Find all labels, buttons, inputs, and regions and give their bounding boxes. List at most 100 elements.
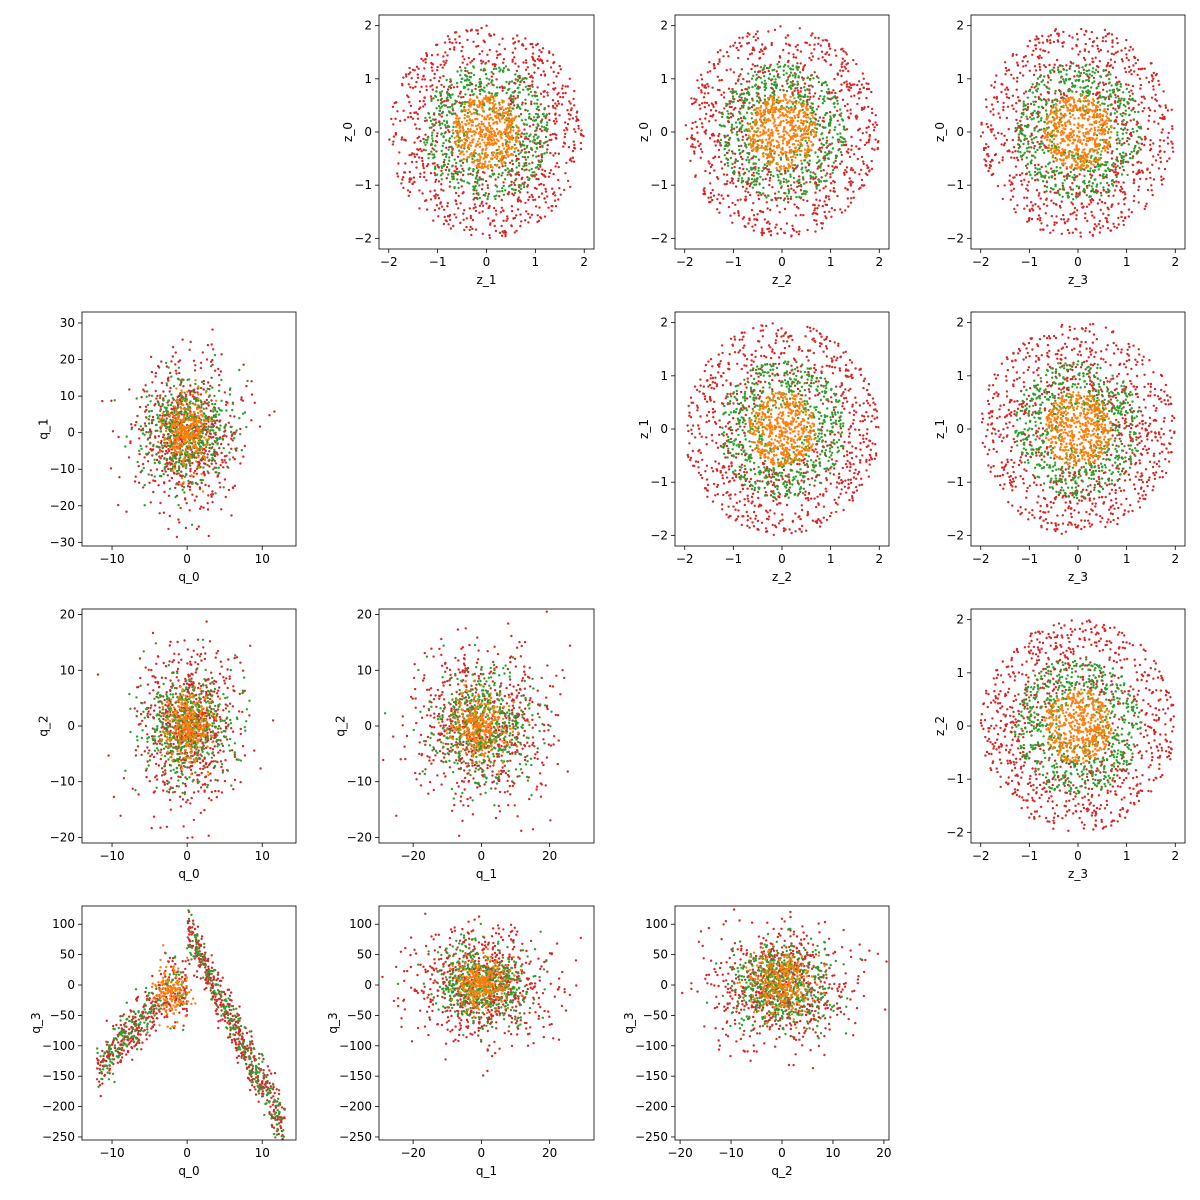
- outer-point: [1038, 65, 1042, 69]
- outer-point: [790, 234, 793, 237]
- scatter-points: [979, 27, 1175, 238]
- middle-point: [828, 129, 832, 132]
- outer-point: [818, 199, 821, 202]
- middle-point: [720, 112, 723, 115]
- outer-point: [498, 231, 502, 234]
- middle-point: [445, 114, 449, 117]
- outer-point: [852, 196, 856, 199]
- inner-point: [775, 146, 779, 149]
- middle-point: [803, 95, 807, 98]
- middle-point: [832, 115, 836, 118]
- inner-point: [496, 112, 499, 116]
- outer-point: [751, 225, 754, 228]
- middle-point: [432, 97, 435, 100]
- middle-point: [545, 113, 548, 116]
- inner-point: [476, 117, 479, 121]
- outer-point: [419, 139, 422, 143]
- middle-point: [525, 164, 528, 167]
- outer-point: [1060, 96, 1063, 100]
- middle-point: [815, 127, 819, 130]
- outer-point: [443, 215, 446, 219]
- middle-point: [432, 118, 435, 121]
- inner-point: [797, 112, 801, 115]
- outer-point: [1046, 74, 1050, 77]
- outer-point: [846, 103, 849, 106]
- outer-point: [480, 202, 483, 205]
- outer-point: [472, 57, 476, 61]
- middle-point: [442, 135, 445, 138]
- outer-point: [718, 88, 721, 92]
- middle-point: [459, 171, 463, 174]
- outer-point: [577, 118, 580, 122]
- outer-point: [774, 196, 777, 200]
- inner-point: [804, 148, 807, 151]
- outer-point: [1046, 81, 1050, 84]
- outer-point: [419, 172, 422, 175]
- middle-point: [426, 138, 429, 141]
- inner-point: [497, 139, 500, 143]
- middle-point: [759, 66, 763, 69]
- outer-point: [396, 175, 400, 178]
- middle-point: [828, 124, 832, 127]
- outer-point: [523, 156, 527, 159]
- outer-point: [556, 100, 560, 103]
- outer-point: [758, 57, 761, 60]
- outer-point: [531, 195, 534, 199]
- inner-point: [754, 108, 757, 111]
- inner-point: [464, 123, 468, 126]
- middle-point: [757, 166, 760, 170]
- inner-point: [792, 119, 795, 123]
- outer-point: [549, 66, 553, 69]
- outer-point: [1005, 69, 1008, 73]
- inner-point: [486, 154, 489, 157]
- outer-point: [458, 101, 461, 104]
- outer-point: [828, 210, 831, 213]
- outer-point: [537, 67, 540, 70]
- inner-point: [476, 160, 479, 163]
- outer-point: [834, 91, 837, 95]
- outer-point: [729, 45, 732, 48]
- outer-point: [1151, 163, 1154, 166]
- outer-point: [711, 134, 714, 137]
- outer-point: [1122, 219, 1125, 223]
- inner-point: [797, 143, 800, 146]
- middle-point: [451, 93, 454, 96]
- inner-point: [491, 101, 494, 105]
- outer-point: [574, 130, 577, 133]
- middle-point: [796, 80, 799, 83]
- middle-point: [796, 164, 799, 167]
- middle-point: [467, 88, 470, 91]
- outer-point: [1106, 206, 1109, 209]
- middle-point: [483, 68, 487, 72]
- outer-point: [700, 89, 703, 92]
- outer-point: [430, 66, 433, 69]
- outer-point: [557, 102, 560, 105]
- outer-point: [1021, 60, 1024, 63]
- outer-point: [1148, 109, 1152, 112]
- outer-point: [1053, 177, 1057, 180]
- inner-point: [761, 138, 764, 142]
- outer-point: [519, 113, 523, 116]
- inner-point: [789, 95, 792, 99]
- outer-point: [1160, 131, 1163, 134]
- outer-point: [760, 193, 763, 197]
- middle-point: [535, 126, 538, 129]
- outer-point: [1005, 138, 1009, 142]
- outer-point: [440, 183, 443, 186]
- outer-point: [695, 125, 698, 129]
- middle-point: [743, 97, 747, 100]
- outer-point: [1026, 189, 1030, 192]
- outer-point: [1058, 89, 1061, 92]
- middle-point: [745, 146, 748, 149]
- middle-point: [492, 67, 496, 71]
- middle-point: [479, 68, 483, 72]
- outer-point: [512, 42, 515, 45]
- middle-point: [754, 84, 757, 87]
- inner-point: [482, 101, 485, 104]
- outer-point: [1111, 39, 1114, 42]
- outer-point: [985, 143, 988, 146]
- outer-point: [811, 55, 815, 58]
- outer-point: [1129, 45, 1132, 49]
- middle-point: [486, 195, 490, 198]
- outer-point: [1093, 216, 1096, 219]
